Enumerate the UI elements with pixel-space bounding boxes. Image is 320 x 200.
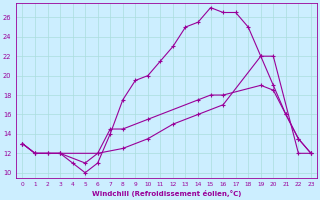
- X-axis label: Windchill (Refroidissement éolien,°C): Windchill (Refroidissement éolien,°C): [92, 190, 241, 197]
